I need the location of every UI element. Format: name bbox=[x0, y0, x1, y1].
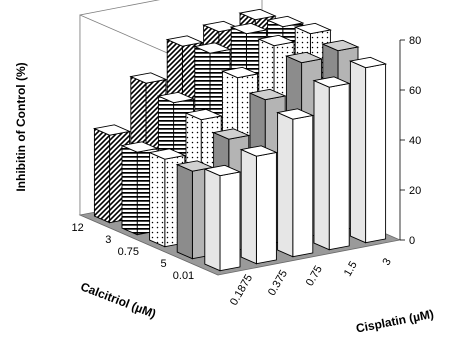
z-tick-label: 3 bbox=[105, 234, 111, 246]
y-tick-label: 40 bbox=[409, 135, 421, 147]
bar-0_01-0_375 bbox=[239, 145, 278, 265]
z-axis-title: Calcitriol (µM) bbox=[79, 279, 158, 321]
y-axis-title: Inhibitin of Control (%) bbox=[14, 62, 28, 191]
z-tick-label: 0.01 bbox=[173, 270, 194, 282]
y-tick-label: 20 bbox=[409, 185, 421, 197]
y-tick-label: 0 bbox=[409, 235, 415, 247]
z-tick-label: 12 bbox=[72, 222, 84, 234]
bar-0_01-1_5 bbox=[312, 76, 351, 251]
z-tick-label: 5 bbox=[160, 258, 166, 270]
bar-0_01-3 bbox=[348, 56, 388, 244]
x-tick-label: 1.5 bbox=[342, 259, 360, 278]
z-tick-label: 0.75 bbox=[118, 246, 139, 258]
chart-bars bbox=[92, 8, 388, 272]
y-tick-label: 60 bbox=[409, 85, 421, 97]
x-tick-label: 0.1875 bbox=[228, 272, 255, 307]
bar-0_01-0_1875 bbox=[203, 164, 242, 272]
x-tick-label: 0.75 bbox=[304, 264, 325, 289]
x-tick-label: 0.375 bbox=[266, 268, 290, 298]
x-axis-title: Cisplatin (µM) bbox=[355, 307, 435, 336]
x-tick-label: 3 bbox=[380, 256, 393, 267]
y-tick-label: 80 bbox=[409, 35, 421, 47]
bar-0_01-0_75 bbox=[276, 108, 315, 258]
